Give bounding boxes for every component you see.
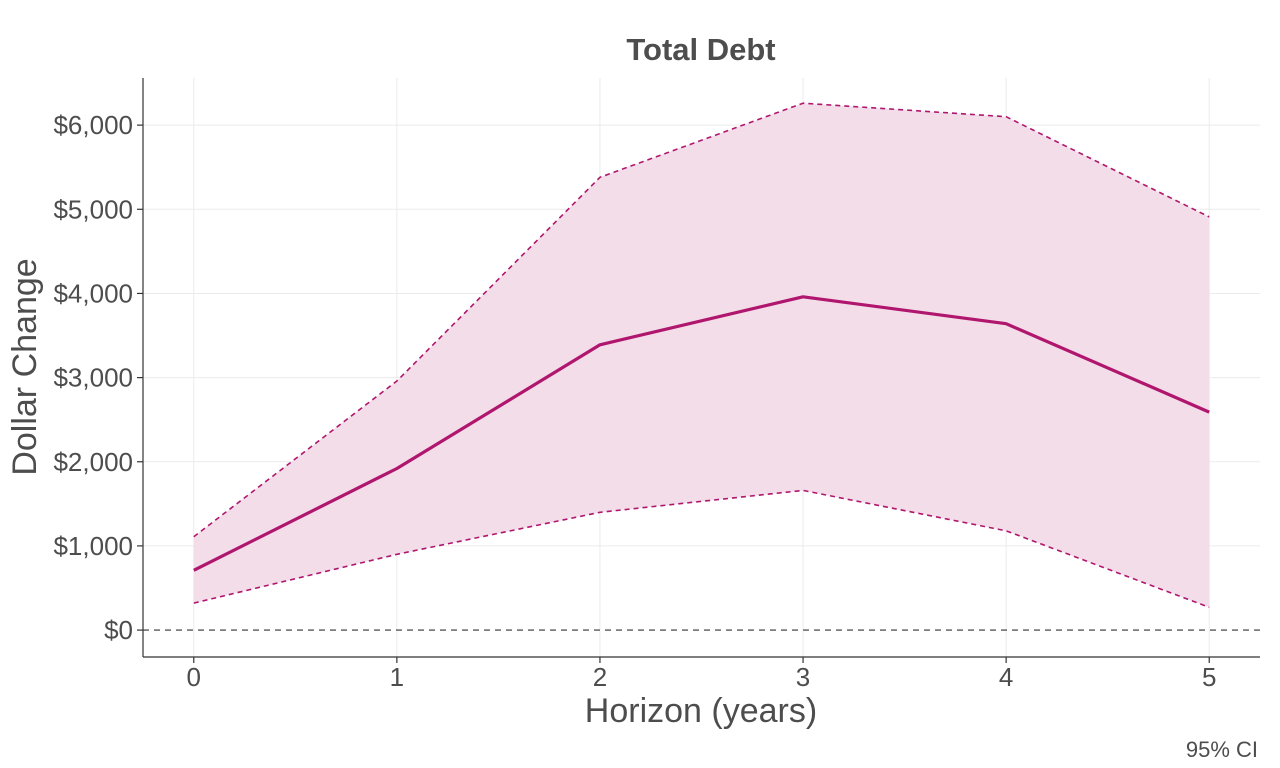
x-tick-label: 0 — [187, 662, 201, 692]
y-tick-label: $1,000 — [53, 531, 133, 561]
tick-labels: $0 $1,000 $2,000 $3,000 $4,000 $5,000 $6,000 0 1… — [53, 110, 1216, 692]
y-axis-title: Dollar Change — [6, 258, 44, 475]
y-tick-label: $2,000 — [53, 447, 133, 477]
x-tick-label: 4 — [999, 662, 1013, 692]
axes — [137, 78, 1260, 663]
x-axis-title: Horizon (years) — [585, 692, 817, 730]
confidence-band — [193, 103, 1210, 608]
x-tick-label: 1 — [390, 662, 404, 692]
y-tick-label: $0 — [104, 615, 133, 645]
y-tick-label: $4,000 — [53, 278, 133, 308]
x-tick-label: 2 — [593, 662, 607, 692]
upper-ci-line — [193, 102, 1210, 538]
y-tick-label: $3,000 — [53, 363, 133, 393]
y-tick-label: $6,000 — [53, 110, 133, 140]
chart-caption: 95% CI — [1186, 737, 1258, 762]
series-layer — [193, 102, 1210, 609]
estimate-line — [193, 295, 1210, 572]
y-tick-label: $5,000 — [53, 194, 133, 224]
x-tick-label: 5 — [1202, 662, 1216, 692]
lower-ci-line — [193, 489, 1210, 609]
confidence-band-layer — [193, 103, 1210, 608]
x-tick-label: 3 — [796, 662, 810, 692]
chart-title: Total Debt — [626, 32, 775, 67]
